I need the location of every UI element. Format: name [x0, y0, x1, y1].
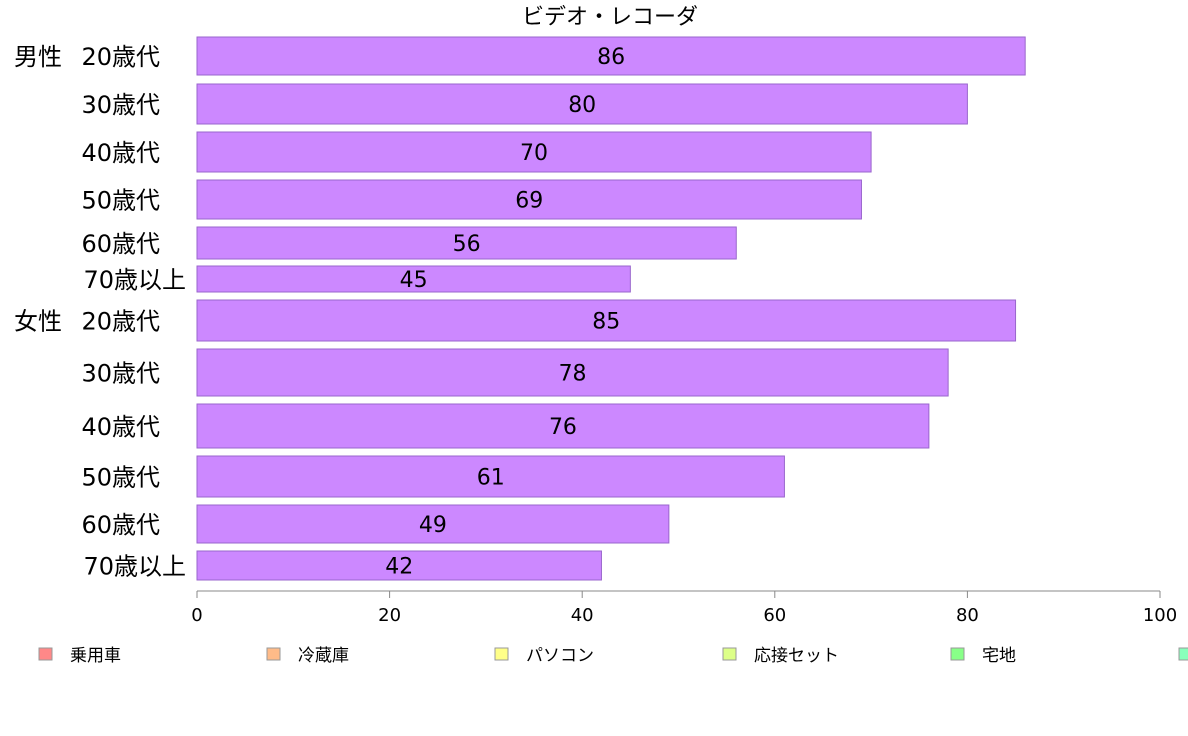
bar — [196, 131, 872, 173]
bar-value-label: 49 — [419, 513, 447, 538]
bar-value-label: 45 — [400, 268, 428, 293]
x-tick-label: 20 — [378, 605, 401, 626]
legend: 乗用車 冷蔵庫 パソコン 応接セット 宅地 — [38, 646, 1188, 666]
x-tick-label: 60 — [763, 605, 786, 626]
bar — [196, 179, 862, 220]
legend-swatch — [38, 647, 53, 661]
bar — [196, 83, 968, 125]
group-label: 男性 — [14, 43, 62, 71]
legend-swatch — [950, 647, 965, 661]
bar — [196, 299, 1017, 342]
category-label: 50歳代 — [81, 187, 160, 215]
category-labels-layer: 20歳代男性30歳代40歳代50歳代60歳代70歳以上20歳代女性30歳代40歳… — [14, 43, 186, 581]
category-label: 40歳代 — [81, 413, 160, 441]
bar — [196, 226, 737, 260]
category-label: 30歳代 — [81, 360, 160, 388]
x-tick-label: 0 — [191, 605, 202, 626]
chart-title: ビデオ・レコーダ — [522, 5, 698, 30]
legend-label: 乗用車 — [70, 646, 121, 666]
bar-value-label: 80 — [568, 93, 596, 118]
legend-swatch — [266, 647, 281, 661]
category-label: 20歳代 — [81, 43, 160, 71]
bar-value-label: 61 — [477, 466, 505, 491]
bar-value-label: 85 — [592, 310, 620, 335]
bar — [196, 504, 670, 544]
legend-swatch — [722, 647, 737, 661]
category-label: 60歳代 — [81, 511, 160, 539]
category-label: 30歳代 — [81, 91, 160, 119]
category-label: 70歳以上 — [83, 266, 186, 294]
category-label: 70歳以上 — [83, 553, 186, 581]
legend-label: 冷蔵庫 — [298, 646, 349, 666]
bar-value-label: 78 — [559, 362, 587, 387]
bar — [196, 36, 1026, 76]
bar-value-label: 56 — [453, 232, 481, 257]
bar-value-label: 70 — [520, 141, 548, 166]
category-label: 20歳代 — [81, 308, 160, 336]
legend-swatch — [494, 647, 509, 661]
category-label: 60歳代 — [81, 230, 160, 258]
bar-value-label: 69 — [515, 189, 543, 214]
bar — [196, 348, 949, 397]
bar — [196, 403, 930, 449]
category-label: 40歳代 — [81, 139, 160, 167]
bar — [196, 550, 602, 581]
legend-swatch — [1178, 647, 1188, 661]
legend-label: 宅地 — [982, 646, 1016, 666]
bar — [196, 265, 631, 293]
legend-label: 応接セット — [754, 646, 839, 666]
x-axis: 0 20 40 60 80 100 — [191, 590, 1177, 626]
bar-value-label: 76 — [549, 415, 577, 440]
group-label: 女性 — [14, 308, 62, 336]
bar — [196, 455, 785, 498]
x-tick-label: 100 — [1143, 605, 1177, 626]
category-label: 50歳代 — [81, 464, 160, 492]
bar-value-label: 42 — [385, 555, 413, 580]
x-tick-label: 40 — [571, 605, 594, 626]
legend-label: パソコン — [526, 646, 594, 666]
bar-value-label: 86 — [597, 45, 625, 70]
x-tick-label: 80 — [956, 605, 979, 626]
